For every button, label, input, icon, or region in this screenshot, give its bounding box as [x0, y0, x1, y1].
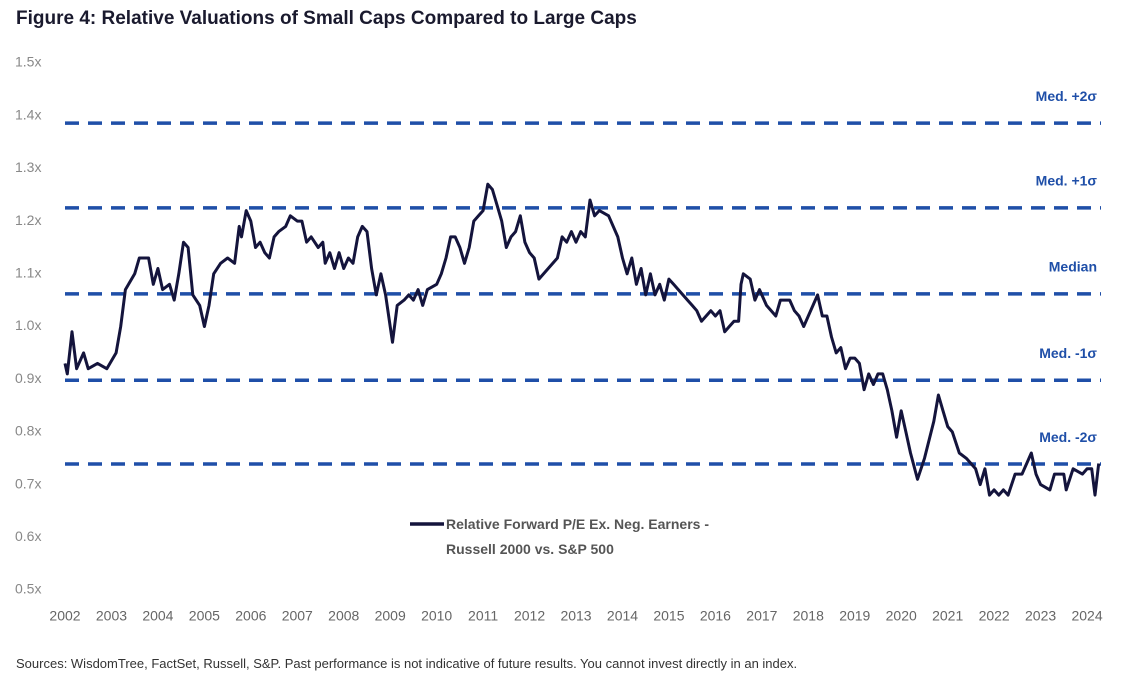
y-tick-label: 1.0x [15, 317, 41, 333]
x-tick-label: 2003 [96, 608, 127, 624]
series-line [63, 182, 1101, 497]
reference-label: Med. +1σ [1036, 173, 1098, 189]
x-tick-label: 2021 [932, 608, 963, 624]
reference-label: Med. -1σ [1039, 345, 1097, 361]
y-tick-label: 0.5x [15, 581, 41, 597]
y-tick-label: 1.1x [15, 265, 41, 281]
x-tick-label: 2023 [1025, 608, 1056, 624]
x-tick-label: 2006 [235, 608, 266, 624]
x-tick-label: 2018 [793, 608, 824, 624]
x-tick-label: 2019 [839, 608, 870, 624]
y-tick-label: 1.4x [15, 106, 41, 122]
x-tick-label: 2007 [282, 608, 313, 624]
y-tick-label: 1.5x [15, 54, 41, 70]
x-tick-label: 2004 [142, 608, 173, 624]
y-tick-label: 0.9x [15, 370, 41, 386]
x-tick-label: 2005 [189, 608, 220, 624]
x-tick-label: 2017 [746, 608, 777, 624]
x-tick-label: 2011 [468, 608, 498, 624]
source-note: Sources: WisdomTree, FactSet, Russell, S… [16, 656, 798, 671]
x-tick-label: 2010 [421, 608, 452, 624]
x-tick-label: 2014 [607, 608, 638, 624]
x-tick-label: 2009 [375, 608, 406, 624]
reference-label: Med. -2σ [1039, 429, 1097, 445]
y-tick-label: 0.8x [15, 423, 41, 439]
x-tick-label: 2012 [514, 608, 545, 624]
x-tick-label: 2024 [1071, 608, 1102, 624]
x-tick-label: 2002 [49, 608, 80, 624]
legend-label: Relative Forward P/E Ex. Neg. Earners - … [446, 516, 709, 557]
y-tick-label: 1.3x [15, 159, 41, 175]
chart-title: Figure 4: Relative Valuations of Small C… [16, 8, 637, 29]
x-tick-label: 2022 [979, 608, 1010, 624]
reference-label: Med. +2σ [1036, 88, 1098, 104]
x-tick-label: 2020 [886, 608, 917, 624]
reference-label: Median [1049, 259, 1097, 275]
y-tick-label: 1.2x [15, 212, 41, 228]
x-tick-label: 2013 [560, 608, 591, 624]
y-tick-label: 0.6x [15, 528, 41, 544]
x-tick-label: 2008 [328, 608, 359, 624]
y-tick-label: 0.7x [15, 475, 41, 491]
x-tick-label: 2015 [653, 608, 684, 624]
x-tick-label: 2016 [700, 608, 731, 624]
